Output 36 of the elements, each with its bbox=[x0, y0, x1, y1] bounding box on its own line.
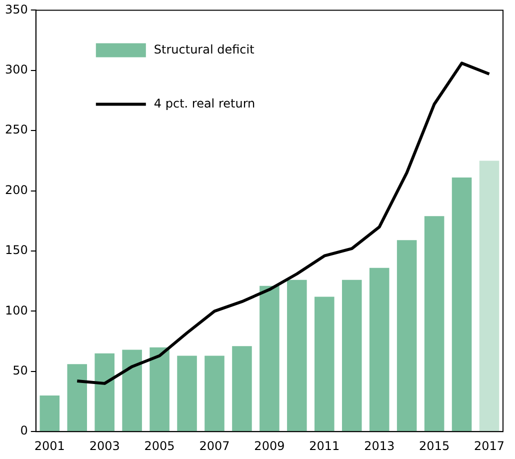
bar bbox=[204, 356, 224, 432]
y-tick-label: 250 bbox=[5, 122, 28, 137]
x-tick-label: 2005 bbox=[144, 438, 175, 453]
bar bbox=[287, 280, 307, 432]
bar bbox=[479, 160, 500, 432]
bar bbox=[452, 178, 472, 432]
y-tick-label: 300 bbox=[5, 62, 28, 77]
x-tick-label: 2013 bbox=[364, 438, 395, 453]
bar bbox=[396, 240, 417, 432]
x-tick-label: 2009 bbox=[254, 438, 285, 453]
bar bbox=[424, 216, 444, 432]
y-tick-label: 50 bbox=[12, 364, 28, 378]
bar bbox=[122, 350, 142, 432]
y-tick-label: 0 bbox=[20, 424, 28, 438]
legend-label: Structural deficit bbox=[154, 42, 255, 56]
legend-label: 4 pct. real return bbox=[154, 96, 256, 110]
x-tick-label: 2003 bbox=[89, 438, 120, 453]
bar bbox=[314, 296, 334, 432]
y-tick-label: 200 bbox=[5, 182, 28, 197]
bar bbox=[342, 280, 362, 432]
bar bbox=[232, 346, 252, 432]
bar bbox=[94, 353, 114, 432]
x-tick-label: 2011 bbox=[309, 438, 340, 453]
y-tick-label: 150 bbox=[5, 243, 28, 258]
y-tick-label: 100 bbox=[5, 303, 28, 318]
x-tick-label: 2017 bbox=[474, 438, 505, 453]
bar bbox=[369, 268, 390, 432]
bar bbox=[40, 395, 60, 432]
bar bbox=[150, 347, 170, 432]
y-tick-label: 350 bbox=[5, 2, 28, 16]
bar bbox=[67, 364, 88, 432]
x-tick-label: 2001 bbox=[34, 438, 65, 453]
x-tick-label: 2015 bbox=[419, 438, 450, 453]
bar bbox=[260, 286, 280, 432]
x-tick-label: 2007 bbox=[199, 438, 230, 453]
bar bbox=[177, 356, 197, 432]
